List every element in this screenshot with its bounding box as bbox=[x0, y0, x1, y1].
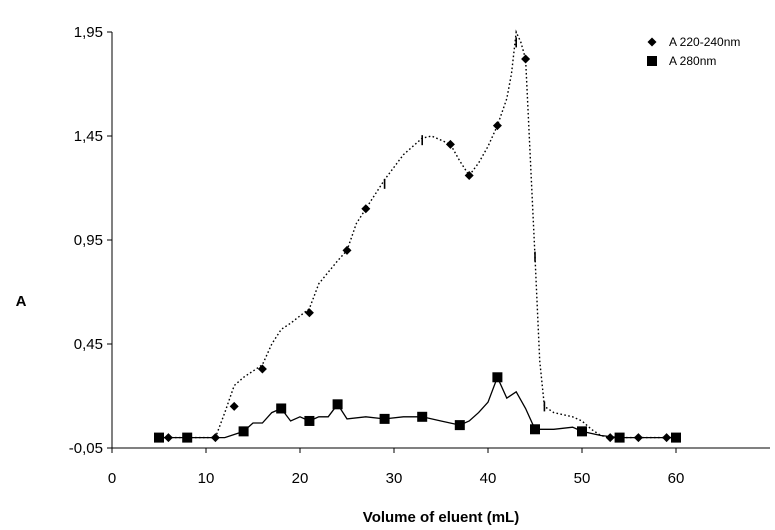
data-point-diamond bbox=[605, 433, 615, 443]
data-point-square bbox=[671, 432, 681, 443]
data-point-diamond bbox=[521, 54, 531, 64]
x-tick-label: 50 bbox=[574, 470, 591, 487]
y-tick-label: 1,95 bbox=[74, 24, 103, 41]
y-tick-label: -0,05 bbox=[69, 440, 103, 457]
data-point-square bbox=[154, 432, 164, 443]
data-point-square bbox=[276, 403, 287, 414]
y-tick-label: 1,45 bbox=[74, 128, 103, 145]
series-layer bbox=[154, 29, 681, 443]
x-axis-label: Volume of eluent (mL) bbox=[363, 509, 519, 526]
legend-marker-square bbox=[647, 56, 657, 66]
data-point-diamond bbox=[257, 364, 267, 374]
data-point-square bbox=[379, 413, 390, 424]
data-point-square bbox=[614, 432, 625, 443]
y-tick-label: 0,45 bbox=[74, 336, 103, 353]
x-tick-label: 0 bbox=[108, 470, 116, 487]
x-tick-label: 10 bbox=[198, 470, 215, 487]
data-point-diamond bbox=[445, 139, 455, 149]
data-point-square bbox=[332, 399, 343, 410]
legend-marker-diamond bbox=[647, 37, 657, 47]
data-point-square bbox=[417, 411, 428, 422]
data-point-square bbox=[492, 372, 503, 383]
data-point-square bbox=[304, 415, 315, 426]
x-tick-label: 20 bbox=[292, 470, 309, 487]
legend-label: A 280nm bbox=[669, 54, 716, 68]
data-point-square bbox=[454, 420, 465, 431]
series-line bbox=[159, 375, 676, 439]
data-point-diamond bbox=[464, 171, 474, 181]
series-a220-240 bbox=[154, 29, 676, 443]
y-axis-label: A bbox=[16, 293, 27, 310]
data-point-diamond bbox=[361, 204, 371, 214]
x-tick-label: 60 bbox=[668, 470, 685, 487]
legend: A 220-240nm A 280nm bbox=[647, 35, 740, 68]
data-point-diamond bbox=[304, 308, 314, 318]
data-point-diamond bbox=[492, 121, 502, 131]
data-point-square bbox=[530, 424, 540, 435]
x-tick-label: 40 bbox=[480, 470, 497, 487]
data-point-square bbox=[577, 426, 587, 437]
data-point-diamond bbox=[229, 401, 239, 411]
data-point-diamond bbox=[342, 245, 352, 255]
series-line bbox=[159, 29, 676, 439]
x-tick-label: 30 bbox=[386, 470, 403, 487]
axes: -0,05 0,45 0,95 1,45 1,95 0 10 20 30 40 50 60 bbox=[69, 24, 770, 487]
data-point-square bbox=[238, 426, 249, 437]
y-tick-label: 0,95 bbox=[74, 232, 103, 249]
legend-label: A 220-240nm bbox=[669, 35, 740, 49]
series-a280 bbox=[154, 372, 681, 443]
data-point-square bbox=[182, 432, 193, 443]
